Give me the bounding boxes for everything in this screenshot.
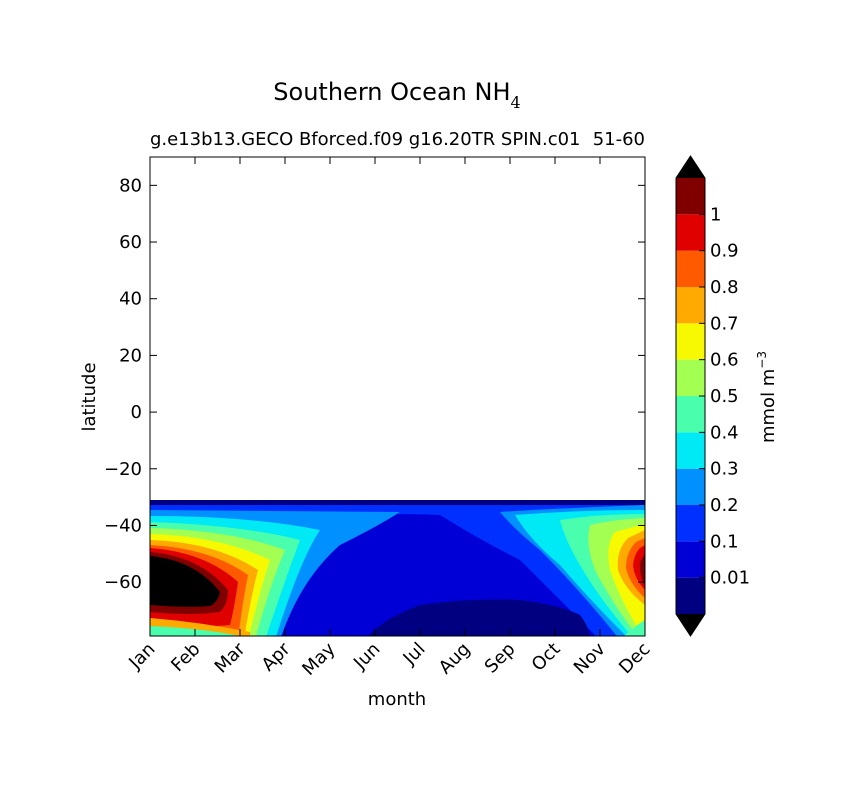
colorbar-tick-label: 0.6 — [710, 350, 739, 371]
colorbar-segment — [676, 323, 705, 360]
chart-subtitle-right: 51-60 — [593, 129, 645, 150]
colorbar-segment — [676, 287, 705, 324]
x-tick-label: Jul — [399, 639, 430, 670]
y-tick-label: −60 — [104, 572, 142, 593]
x-tick-label: Dec — [615, 639, 654, 678]
colorbar-segment — [676, 432, 705, 469]
colorbar-outline — [675, 155, 706, 637]
colorbar-segment — [676, 178, 705, 215]
x-tick-label: Nov — [570, 638, 610, 678]
x-tick-label: Sep — [481, 639, 520, 678]
x-tick-label: Aug — [435, 639, 475, 679]
colorbar-segment — [676, 468, 705, 505]
colorbar-label: mmol m−3 — [755, 351, 779, 443]
y-tick-label: 60 — [119, 232, 142, 253]
colorbar-tick-label: 0.8 — [710, 277, 739, 298]
y-tick-label: 20 — [119, 345, 142, 366]
contour-over-west — [150, 556, 220, 607]
x-tick-label: Mar — [211, 638, 250, 677]
contour-under-001 — [368, 599, 590, 636]
y-tick-label: 40 — [119, 289, 142, 310]
x-tick-label: Jun — [349, 639, 384, 674]
colorbar-segment — [676, 577, 705, 614]
colorbar-segment — [676, 214, 705, 251]
colorbar-segment — [676, 359, 705, 396]
plot-frame — [149, 156, 646, 637]
contour-1-0-east — [639, 553, 645, 586]
colorbar-under-triangle — [676, 614, 705, 636]
colorbar-tick-label: 0.9 — [710, 241, 739, 262]
chart-subtitle-left: g.e13b13.GECO Bforced.f09 g16.20TR SPIN.… — [150, 129, 581, 150]
colorbar-tick-label: 0.7 — [710, 313, 739, 334]
plot-area: 80 60 40 20 0 −20 −40 −60 Jan Feb Mar Apr May Jun Jul… — [104, 156, 655, 680]
y-tick-label: 80 — [119, 175, 142, 196]
y-axis: 80 60 40 20 0 −20 −40 −60 — [104, 175, 645, 593]
colorbar-tick-label: 0.1 — [710, 531, 739, 552]
contour-rim-c — [624, 620, 645, 636]
colorbar-segment — [676, 541, 705, 578]
x-tick-label: May — [298, 638, 339, 679]
y-tick-label: −20 — [104, 459, 142, 480]
y-axis-label: latitude — [79, 362, 100, 431]
colorbar-tick-label: 0.5 — [710, 386, 739, 407]
contour-field — [150, 500, 645, 636]
colorbar-tick-label: 1 — [710, 204, 721, 225]
colorbar: 0.01 0.1 0.2 0.3 0.4 0.5 0.6 0.7 0.8 0.9 1 — [675, 155, 750, 637]
x-axis-label: month — [368, 689, 426, 710]
x-tick-label: Apr — [258, 638, 295, 675]
colorbar-tick-label: 0.2 — [710, 495, 739, 516]
y-tick-label: 0 — [131, 402, 142, 423]
colorbar-tick-label: 0.3 — [710, 459, 739, 480]
x-tick-label: Feb — [167, 639, 204, 676]
colorbar-segment — [676, 396, 705, 433]
y-tick-label: −40 — [104, 515, 142, 536]
x-tick-label: Jan — [124, 639, 159, 674]
colorbar-segment — [676, 250, 705, 287]
x-tick-label: Oct — [528, 639, 565, 676]
colorbar-tick-label: 0.4 — [710, 422, 739, 443]
colorbar-segment — [676, 505, 705, 542]
colorbar-tick-label: 0.01 — [710, 568, 750, 589]
colorbar-over-triangle — [676, 156, 705, 178]
chart-title: Southern Ocean NH4 — [273, 78, 520, 112]
